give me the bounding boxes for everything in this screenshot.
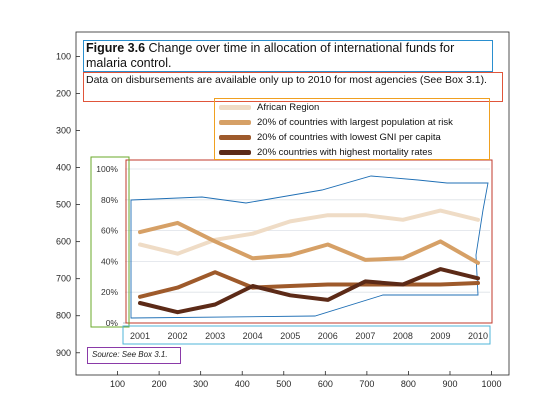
overlay-x-tick-label: 200 (152, 379, 167, 389)
annotation-boxes (90, 156, 493, 345)
legend-item-lowest-gni: 20% of countries with lowest GNI per cap… (219, 130, 441, 145)
x-tick-label: 2009 (430, 331, 450, 341)
overlay-x-tick-label: 500 (276, 379, 291, 389)
x-tick-label: 2002 (168, 331, 188, 341)
overlay-axes: 100 200 300 400 500 600 700 800 900 1000 100 200 300… (56, 31, 510, 389)
overlay-frame (75, 31, 510, 376)
series-lines (138, 208, 480, 315)
legend-label-lowest-gni: 20% of countries with lowest GNI per cap… (257, 132, 441, 143)
x-tick-label: 2007 (355, 331, 375, 341)
x-tick-label: 2004 (243, 331, 263, 341)
x-tick-label: 2008 (393, 331, 413, 341)
subtitle-box: Data on disbursements are available only… (83, 72, 503, 102)
overlay-y-tick-label: 100 (56, 51, 71, 61)
y-axis-box (90, 156, 130, 328)
series-line-0 (138, 208, 480, 256)
legend-item-largest-population: 20% of countries with largest population… (219, 115, 453, 130)
source-note: Source: See Box 3.1. (92, 350, 168, 359)
source-box: Source: See Box 3.1. (87, 347, 181, 364)
overlay-y-tick-label: 300 (56, 126, 71, 136)
series-line-1 (138, 220, 480, 265)
y-tick-label: 40% (101, 256, 118, 266)
overlay-x-tick-label: 900 (442, 379, 457, 389)
x-tick-label: 2006 (318, 331, 338, 341)
x-tick-label: 2001 (130, 331, 150, 341)
legend-swatch-lowest-gni (219, 135, 251, 140)
region-outline (130, 175, 489, 319)
legend-swatch-highest-mortality (219, 150, 251, 155)
overlay-y-tick-label: 500 (56, 200, 71, 210)
overlay-x-tick-label: 600 (318, 379, 333, 389)
legend: African Region 20% of countries with lar… (214, 98, 490, 160)
plot-area-box (125, 159, 493, 324)
series-line-3 (138, 267, 480, 315)
overlay-x-tick-label: 800 (401, 379, 416, 389)
overlay-x-tick-label: 300 (193, 379, 208, 389)
x-tick-label: 2005 (280, 331, 300, 341)
overlay-y-tick-label: 900 (56, 348, 71, 358)
legend-label-largest-population: 20% of countries with largest population… (257, 117, 453, 128)
x-axis-box (122, 325, 491, 345)
legend-item-african-region: African Region (219, 100, 319, 115)
overlay-y-tick-label: 800 (56, 311, 71, 321)
title-box: Figure 3.6 Change over time in allocatio… (83, 40, 493, 72)
overlay-x-tick-label: 700 (359, 379, 374, 389)
overlay-x-tick-label: 400 (235, 379, 250, 389)
y-tick-label: 0% (106, 318, 119, 328)
figure-title: Figure 3.6 Change over time in allocatio… (84, 41, 492, 71)
x-tick-label: 2003 (205, 331, 225, 341)
y-tick-label: 100% (96, 164, 118, 174)
overlay-x-tick-label: 1000 (482, 379, 502, 389)
series-line-2 (138, 270, 480, 299)
overlay-y-tick-label: 600 (56, 237, 71, 247)
figure-subtitle: Data on disbursements are available only… (86, 74, 487, 86)
y-tick-label: 80% (101, 195, 118, 205)
x-tick-label: 2010 (468, 331, 488, 341)
overlay-y-tick-label: 700 (56, 274, 71, 284)
figure-title-text: Change over time in allocation of intern… (86, 41, 455, 70)
legend-label-highest-mortality: 20% countries with highest mortality rat… (257, 147, 433, 158)
figure-title-number: Figure 3.6 (86, 41, 146, 55)
legend-swatch-african-region (219, 105, 251, 110)
legend-label-african-region: African Region (257, 102, 320, 113)
legend-swatch-largest-population (219, 120, 251, 125)
legend-item-highest-mortality: 20% countries with highest mortality rat… (219, 145, 432, 160)
y-tick-label: 20% (101, 287, 118, 297)
y-tick-label: 60% (101, 226, 118, 236)
overlay-y-tick-label: 400 (56, 163, 71, 173)
overlay-x-tick-label: 100 (110, 379, 125, 389)
overlay-y-tick-label: 200 (56, 88, 71, 98)
region-outline-path (130, 175, 489, 319)
